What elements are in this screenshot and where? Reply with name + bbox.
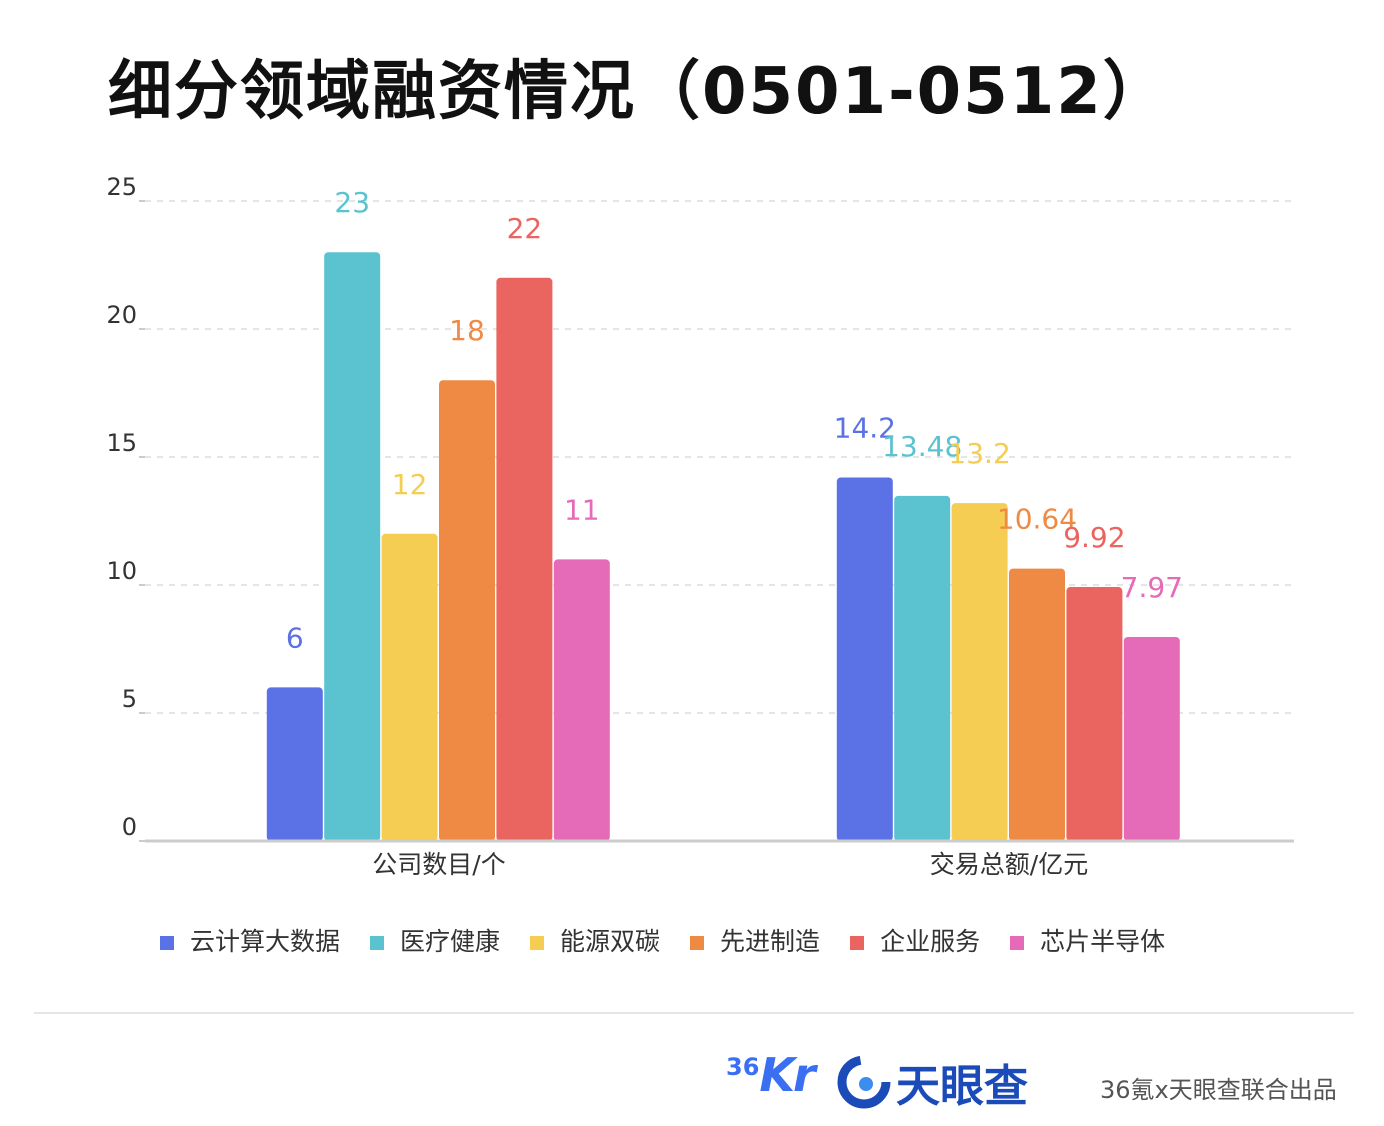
legend-label: 芯片半导体 (1040, 927, 1166, 956)
legend-label: 企业服务 (880, 927, 981, 956)
y-axis: 0 5 10 15 20 25 (106, 173, 145, 842)
bar (324, 252, 381, 841)
legend-item: 能源双碳 (530, 922, 660, 958)
bar (894, 495, 951, 841)
legend-swatch (370, 936, 385, 950)
logo-tianyancha: 天眼查 (836, 1050, 1028, 1114)
y-tick-label: 20 (106, 301, 137, 329)
data-label: 18 (449, 314, 485, 347)
logo-36kr-number: 36 (726, 1053, 760, 1081)
data-label: 13.48 (882, 430, 962, 463)
footer-divider (34, 1012, 1354, 1014)
legend-label: 先进制造 (720, 927, 821, 956)
bar (1123, 636, 1180, 841)
footer: 36Kr 天眼查 36氪x天眼查联合出品 (0, 1040, 1384, 1120)
data-label: 10.64 (997, 503, 1077, 536)
legend-label: 云计算大数据 (190, 927, 341, 956)
legend-item: 芯片半导体 (1010, 922, 1165, 958)
logo-36kr-text: Kr (759, 1048, 815, 1102)
data-label: 12 (392, 468, 428, 501)
footer-credit: 36氪x天眼查联合出品 (1100, 1076, 1337, 1104)
tianyancha-swirl-icon (837, 1055, 891, 1109)
logo-36kr: 36Kr (726, 1048, 816, 1102)
bar (381, 533, 438, 841)
data-label: 23 (334, 186, 370, 219)
x-tick-label: 交易总额/亿元 (930, 850, 1088, 879)
legend-swatch (690, 936, 705, 950)
legend-swatch (530, 936, 545, 950)
data-label: 11 (564, 493, 600, 526)
bar (836, 477, 893, 841)
logo-tianyancha-text: 天眼查 (896, 1061, 1028, 1112)
legend-item: 先进制造 (690, 922, 820, 958)
data-label: 22 (507, 212, 543, 245)
x-axis: 公司数目/个 交易总额/亿元 (145, 839, 1294, 879)
legend-item: 医疗健康 (370, 922, 500, 958)
data-label: 14.2 (834, 411, 896, 444)
bar (1009, 568, 1065, 841)
data-label: 9.92 (1063, 521, 1125, 554)
legend-swatch (850, 936, 865, 950)
bar (1066, 587, 1123, 841)
bar (951, 503, 1008, 841)
data-label: 6 (286, 621, 304, 654)
y-tick-label: 25 (106, 173, 137, 201)
data-label: 7.97 (1121, 571, 1183, 604)
y-tick-label: 0 (122, 813, 137, 841)
legend-swatch (160, 936, 174, 950)
y-tick-label: 15 (106, 429, 137, 457)
bar (439, 380, 495, 841)
bar (496, 277, 553, 841)
legend-item: 云计算大数据 (160, 922, 340, 958)
bar (553, 559, 610, 841)
data-label: 13.2 (948, 437, 1010, 470)
y-tick-label: 10 (106, 557, 137, 585)
legend-label: 能源双碳 (560, 927, 661, 956)
chart-title: 细分领域融资情况（0501-0512） (108, 55, 1169, 129)
legend-swatch (1010, 936, 1025, 950)
legend: 云计算大数据 医疗健康 能源双碳 先进制造 企业服务 芯片半导体 (160, 922, 1165, 958)
y-tick-label: 5 (122, 685, 137, 713)
legend-label: 医疗健康 (400, 927, 501, 956)
bar (266, 687, 323, 841)
x-tick-label: 公司数目/个 (372, 850, 505, 879)
legend-item: 企业服务 (850, 922, 980, 958)
